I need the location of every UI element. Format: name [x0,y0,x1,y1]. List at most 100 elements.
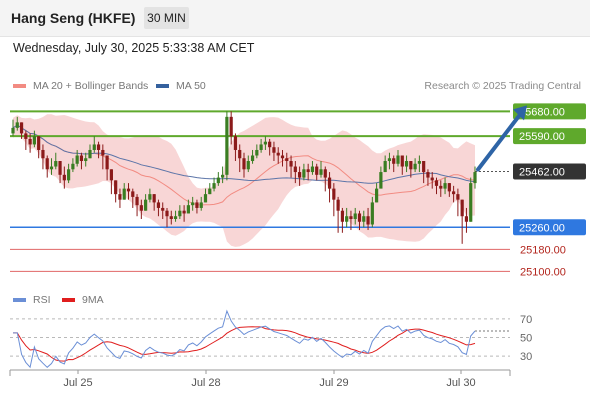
legend-item-rsi: RSI [13,294,51,306]
current-level-label: 25462.00 [519,167,565,179]
candle-body [443,183,447,189]
candle-body [19,122,24,134]
chart-header: Hang Seng (HKFE) 30 MIN [0,0,590,37]
candle-body [409,161,413,170]
candle-body [161,207,165,211]
candle-body [24,133,28,139]
candle-body [464,216,469,222]
candle-body [272,147,276,153]
resistance-level-label: 25590.00 [519,131,565,143]
resistance-label-box [513,128,586,145]
candle-body [349,216,353,219]
candle-body [276,152,280,156]
candle-body [426,172,430,178]
rsi-9ma-line [13,326,476,362]
target-level-label: 25100.00 [520,266,566,278]
ma50-swatch [156,84,169,88]
candle-body [439,185,443,189]
candle-body [242,158,246,170]
resistance-label-box [513,103,586,120]
candle-body [255,149,259,156]
candle-body [49,166,54,170]
candle-body [221,174,225,178]
candle-body [238,149,242,159]
candle-body [208,188,212,195]
candle-body [298,172,302,178]
candle-body [199,202,203,208]
candle-body [118,194,122,200]
candle-body [45,158,49,170]
candle-body [156,202,161,208]
candle-body [178,210,182,217]
legend-label-9ma: 9MA [82,294,104,306]
candle-body [11,127,15,134]
legend-item-ma50: MA 50 [156,80,206,92]
candle-body [173,216,178,219]
candle-body [285,158,289,162]
candle-body [379,172,383,189]
candle-body [387,158,392,162]
instrument-title: Hang Seng (HKFE) [11,10,136,26]
rsi-line [13,309,476,369]
candle-body [353,213,357,219]
forecast-arrow-head [513,105,527,121]
legend-label-ma20: MA 20 + Bollinger Bands [33,80,149,92]
rsi-tick-label: 30 [520,351,532,363]
candle-body [212,183,216,189]
candle-body [58,161,62,175]
candle-body [362,216,366,222]
candle-body [323,169,327,178]
candle-body [67,169,71,181]
candle-body [182,210,186,214]
candle-body [101,149,105,156]
candle-body [430,177,434,181]
candle-body [28,138,32,145]
candle-body [456,194,460,200]
legend-label-ma50: MA 50 [176,80,206,92]
candle-body [392,158,396,164]
research-credit: Research © 2025 Trading Central [424,80,581,92]
candle-body [400,155,404,167]
candle-body [246,161,250,170]
candle-body [370,202,374,225]
target-level-label: 25180.00 [520,244,566,256]
candle-body [366,216,370,225]
candle-body [302,169,306,178]
ma9-swatch [62,298,75,302]
candle-body [84,158,88,162]
x-tick-label: Jul 29 [319,377,348,389]
candle-body [306,169,310,173]
candle-body [186,205,190,214]
rsi-swatch [13,298,26,302]
x-tick-label: Jul 30 [446,377,475,389]
candle-body [165,210,169,217]
candle-body [452,191,456,195]
candle-body [169,216,173,219]
candle-body [88,149,92,159]
candle-body [122,188,126,200]
timeframe-button[interactable]: 30 MIN [144,7,189,29]
forecast-arrow-shaft [476,111,523,172]
support-label-box [513,219,586,236]
candle-body [250,155,255,162]
candle-body [422,161,426,173]
candle-body [203,194,208,203]
candle-body [148,194,152,200]
legend-item-ma20: MA 20 + Bollinger Bands [13,80,148,92]
candle-body [135,196,139,206]
candle-body [310,166,315,173]
candle-body [41,149,45,159]
candle-body [473,172,477,184]
candle-body [447,183,451,192]
candle-body [336,199,340,211]
candle-body [105,155,109,170]
candle-body [15,122,19,128]
x-tick-label: Jul 25 [63,377,92,389]
candle-body [62,174,66,181]
candle-body [315,166,319,175]
candle-body [54,161,58,167]
candle-body [216,177,220,184]
candle-body [71,163,75,170]
legend-label-rsi: RSI [33,294,51,306]
